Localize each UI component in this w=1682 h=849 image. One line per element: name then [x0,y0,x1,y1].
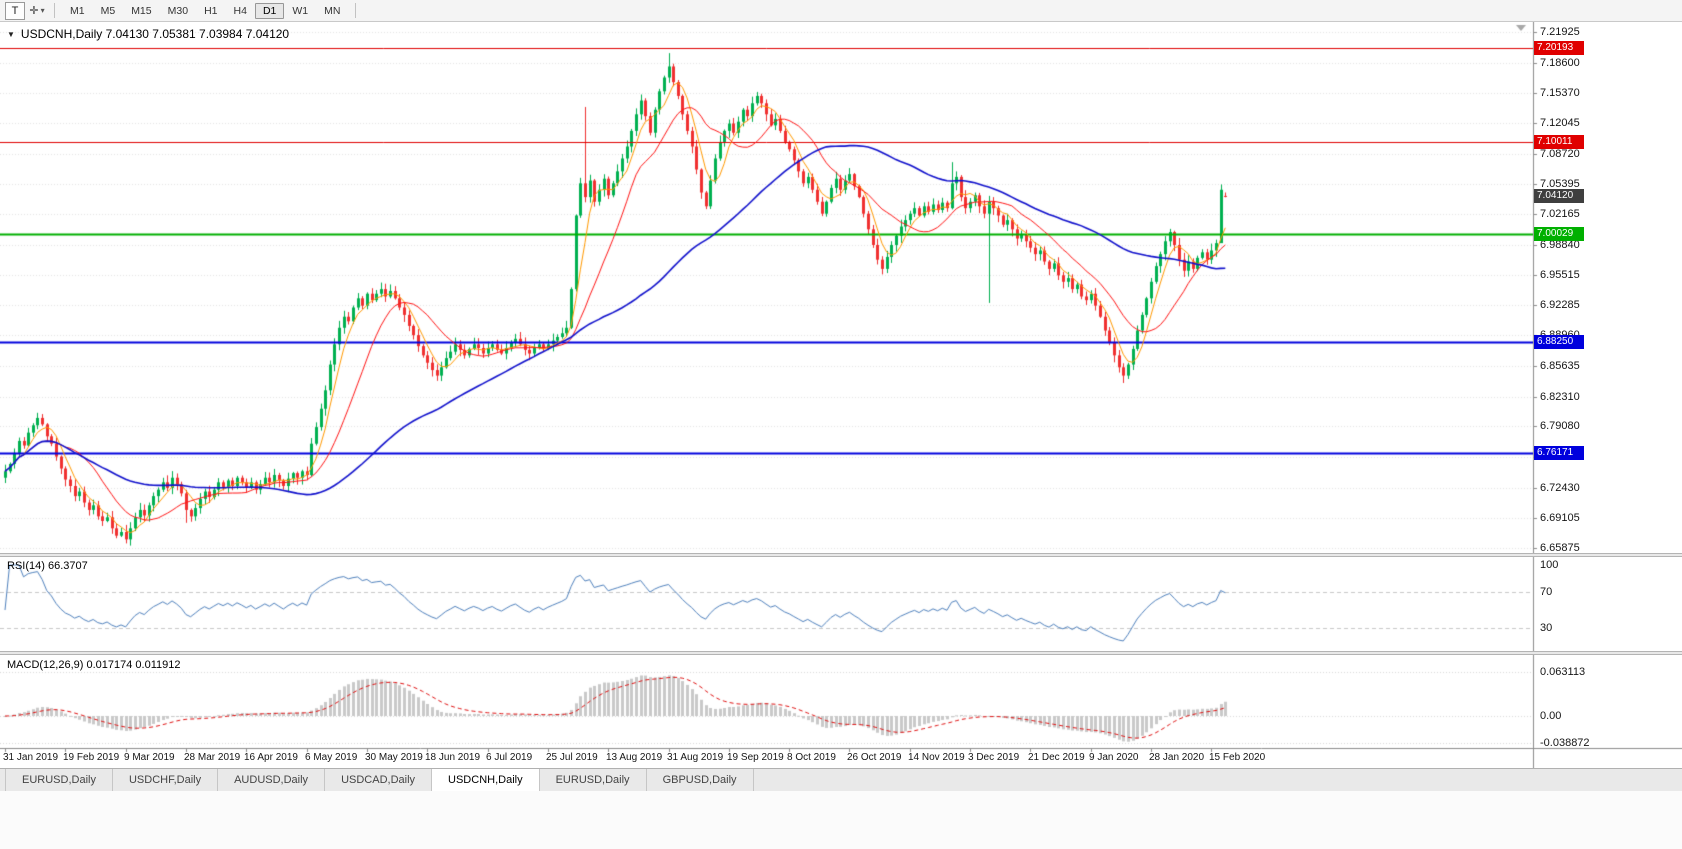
rsi-level-label: 30 [1540,622,1553,634]
timeframe-buttons: M1 M5 M15 M30 H1 H4 D1 W1 MN [62,2,348,19]
rsi-indicator-label: RSI(14) 66.3707 [7,560,88,572]
date-axis-label: 31 Jan 2019 [3,752,59,763]
rsi-level-label: 100 [1540,559,1559,571]
price-axis-label: 6.69105 [1540,512,1580,524]
date-axis-label: 18 Jun 2019 [425,752,481,763]
panel-resize-divider[interactable] [0,553,1682,557]
date-axis-label: 8 Oct 2019 [787,752,836,763]
tab-usdchf-daily[interactable]: USDCHF,Daily [113,769,219,791]
timeframe-button-m30[interactable]: M30 [167,4,189,17]
date-axis-label: 31 Aug 2019 [667,752,724,763]
price-line-tag: 7.20193 [1534,41,1584,55]
macd-level-label: 0.00 [1540,710,1562,722]
price-axis-label: 6.95515 [1540,269,1580,281]
price-line-tag: 7.10011 [1534,135,1584,149]
timeframe-button-h1[interactable]: H1 [204,4,218,17]
tab-audusd-daily[interactable]: AUDUSD,Daily [218,769,326,791]
date-axis-label: 6 Jul 2019 [486,752,533,763]
date-axis-label: 16 Apr 2019 [244,752,298,763]
price-axis-label: 7.08720 [1540,148,1580,160]
timeframe-button-m5[interactable]: M5 [100,4,116,17]
tab-eurusd-daily[interactable]: EURUSD,Daily [540,769,647,791]
date-axis-label: 15 Feb 2020 [1209,752,1266,763]
price-line-tag: 7.00029 [1534,227,1584,241]
top-toolbar: T ✛ ▾ M1 M5 M15 M30 H1 H4 D1 W1 MN [0,0,1682,22]
date-axis-label: 25 Jul 2019 [546,752,598,763]
crosshair-icon: ✛ [29,5,39,17]
chart-window: ▼ USDCNH,Daily 7.04130 7.05381 7.03984 7… [0,22,1682,768]
date-axis-label: 21 Dec 2019 [1028,752,1085,763]
tab-usdcnh-daily[interactable]: USDCNH,Daily [432,769,540,791]
date-axis-label: 30 May 2019 [365,752,423,763]
symbol-dropdown-icon[interactable]: ▼ [7,29,15,39]
date-axis-label: 19 Sep 2019 [727,752,784,763]
price-chart-canvas[interactable] [0,22,1682,768]
date-axis-label: 26 Oct 2019 [847,752,902,763]
chart-header: ▼ USDCNH,Daily 7.04130 7.05381 7.03984 7… [7,27,289,41]
price-axis-label: 6.92285 [1540,299,1580,311]
macd-level-label: -0.038872 [1540,737,1590,749]
price-axis-label: 6.82310 [1540,391,1580,403]
price-axis-label: 6.85635 [1540,360,1580,372]
macd-indicator-label: MACD(12,26,9) 0.017174 0.011912 [7,659,181,671]
rsi-level-label: 70 [1540,586,1553,598]
price-axis-label: 7.18600 [1540,57,1580,69]
panel-resize-divider[interactable] [0,651,1682,655]
timeframe-button-mn[interactable]: MN [324,4,341,17]
timeframe-button-d1[interactable]: D1 [254,2,285,19]
date-axis-label: 3 Dec 2019 [968,752,1020,763]
chart-tab-bar: EURUSD,Daily USDCHF,Daily AUDUSD,Daily USDC… [0,768,1682,791]
price-axis-label: 7.21925 [1540,26,1580,38]
text-tool-button[interactable]: T [5,1,25,20]
timeframe-button-h4[interactable]: H4 [233,4,247,17]
cursor-tool-button[interactable]: ✛ ▾ [27,2,47,20]
window-bottom-area [0,791,1682,849]
current-price-tag: 7.04120 [1534,189,1584,203]
price-axis-label: 7.15370 [1540,87,1580,99]
price-axis-label: 6.72430 [1540,482,1580,494]
date-axis-label: 19 Feb 2019 [63,752,120,763]
timeframe-button-w1[interactable]: W1 [292,4,309,17]
timeframe-button-m15[interactable]: M15 [131,4,152,17]
chart-title-ohlc: USDCNH,Daily 7.04130 7.05381 7.03984 7.0… [20,27,290,41]
price-axis-label: 7.02165 [1540,208,1580,220]
timeframe-button-m1[interactable]: M1 [70,4,85,17]
tab-eurusd-daily[interactable]: EURUSD,Daily [5,769,113,791]
toolbar-separator [54,3,55,18]
toolbar-separator [355,3,357,18]
price-axis-label: 7.05395 [1540,178,1580,190]
tab-usdcad-daily[interactable]: USDCAD,Daily [325,769,433,791]
tab-gbpusd-daily[interactable]: GBPUSD,Daily [647,769,754,791]
date-axis-label: 9 Jan 2020 [1089,752,1139,763]
date-axis-label: 14 Nov 2019 [908,752,965,763]
price-axis-label: 6.79080 [1540,420,1580,432]
price-axis-label: 6.65875 [1540,542,1580,554]
price-axis-label: 6.98840 [1540,239,1580,251]
price-line-tag: 6.88250 [1534,335,1584,349]
date-axis-label: 28 Mar 2019 [184,752,241,763]
date-axis-label: 28 Jan 2020 [1149,752,1205,763]
date-axis-label: 6 May 2019 [305,752,358,763]
chevron-down-icon: ▾ [40,6,45,15]
price-line-tag: 6.76171 [1534,446,1584,460]
date-axis-label: 9 Mar 2019 [124,752,175,763]
date-axis-label: 13 Aug 2019 [606,752,663,763]
price-axis-label: 7.12045 [1540,117,1580,129]
macd-level-label: 0.063113 [1540,666,1586,678]
